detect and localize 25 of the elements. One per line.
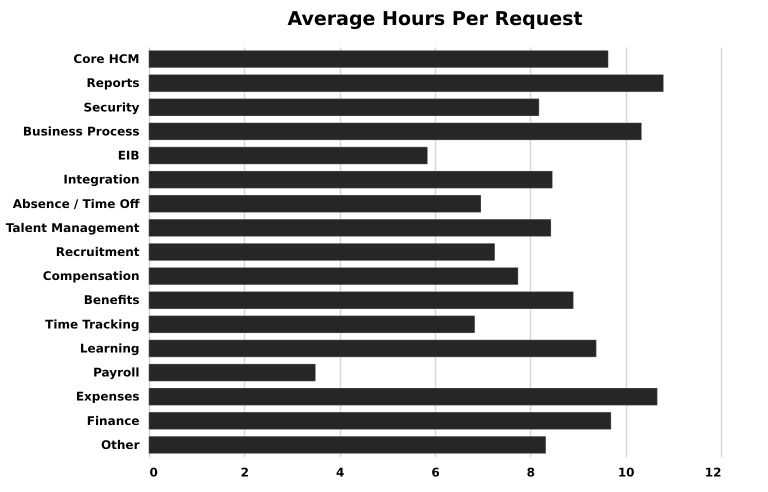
y-tick-label: Finance [86, 414, 140, 428]
y-tick-label: Learning [80, 341, 140, 356]
y-tick-label: Reports [86, 76, 140, 90]
y-tick-label: Talent Management [6, 220, 140, 235]
y-tick-label: Recruitment [56, 245, 140, 259]
x-tick-label: 0 [150, 466, 158, 480]
x-tick-label: 6 [431, 466, 440, 480]
x-tick-label: 2 [240, 466, 250, 480]
y-tick-label: Compensation [42, 269, 140, 284]
x-tick-label: 8 [526, 466, 536, 480]
y-tick-label: Security [83, 100, 140, 114]
x-tick-label: 4 [336, 466, 344, 480]
y-tick-label: Core HCM [73, 52, 140, 66]
y-tick-label: EIB [118, 148, 140, 163]
y-tick-label: Benefits [84, 293, 140, 308]
y-tick-label: Time Tracking [45, 317, 140, 332]
x-tick-label: 12 [704, 466, 722, 480]
y-tick-label: Absence / Time Off [12, 196, 140, 211]
chart-title: Average Hours Per Request [287, 8, 583, 30]
x-tick-label: 10 [618, 466, 635, 480]
y-tick-label: Other [100, 438, 140, 452]
y-tick-label: Payroll [93, 366, 140, 380]
y-tick-label: Integration [63, 172, 140, 187]
y-tick-label: Business Process [22, 124, 140, 138]
y-tick-label: Expenses [76, 390, 140, 404]
